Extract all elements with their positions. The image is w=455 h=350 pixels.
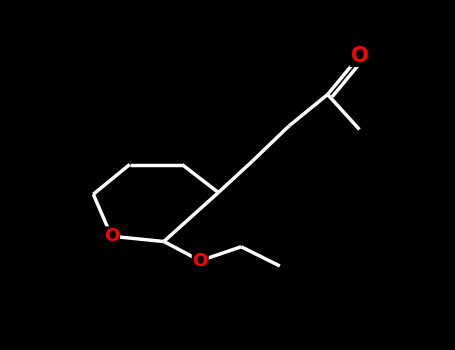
Text: O: O — [351, 46, 368, 66]
Text: O: O — [104, 227, 119, 245]
Text: O: O — [192, 252, 208, 270]
